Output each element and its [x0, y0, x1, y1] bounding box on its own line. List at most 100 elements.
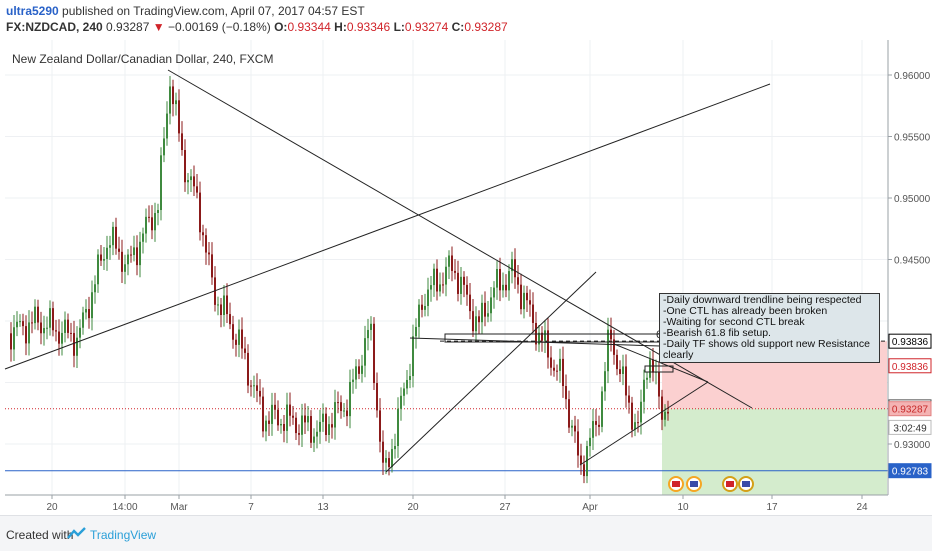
candle-up	[493, 287, 495, 298]
low-label: L:	[393, 20, 405, 34]
candle-up	[154, 213, 156, 231]
price-badge	[888, 358, 932, 374]
price-badge-label: 0.93836	[892, 362, 929, 373]
candle-up	[190, 176, 192, 181]
publish-text: published on TradingView.com, April 07, …	[62, 4, 365, 18]
price-badge-label: 0.93287	[892, 405, 929, 416]
candle-down	[472, 311, 474, 332]
candle-down	[232, 324, 234, 340]
candle-down	[193, 176, 195, 187]
candle-up	[448, 255, 450, 267]
candle-down	[421, 304, 423, 310]
candle-up	[364, 338, 366, 366]
candle-up	[508, 271, 510, 291]
candle-down	[244, 348, 246, 353]
candle-down	[463, 276, 465, 285]
candle-up	[91, 292, 93, 319]
price-chart[interactable]: 61.8 0.960000.955000.950000.945000.93000…	[0, 37, 932, 515]
candle-down	[478, 316, 480, 323]
candle-down	[526, 292, 528, 301]
candle-up	[34, 306, 36, 324]
x-tick-label: 10	[677, 502, 689, 513]
candle-down	[283, 423, 285, 431]
candle-down	[40, 322, 42, 334]
x-tick-label: 20	[46, 502, 58, 513]
price-badge-label: 0.93836	[892, 337, 929, 348]
risk-reward-zones	[662, 341, 887, 495]
x-tick-label: 13	[317, 502, 329, 513]
candle-down	[88, 309, 90, 319]
candle-up	[61, 332, 63, 344]
candle-down	[628, 395, 630, 403]
candle-up	[160, 155, 162, 211]
candle-up	[445, 266, 447, 285]
price-badge	[888, 333, 932, 349]
candle-up	[370, 323, 372, 330]
x-tick-label: 17	[766, 502, 778, 513]
candle-up	[316, 431, 318, 437]
price-badge	[888, 401, 932, 417]
candle-up	[343, 410, 345, 412]
candle-down	[31, 322, 33, 324]
candle-down	[73, 333, 75, 356]
candle-up	[103, 258, 105, 261]
candle-up	[127, 254, 129, 265]
candle-up	[586, 446, 588, 477]
y-tick-label: 0.93000	[894, 440, 931, 451]
candle-down	[565, 386, 567, 400]
candle-down	[637, 422, 639, 424]
tradingview-logo-icon[interactable]	[67, 526, 87, 540]
candle-up	[265, 420, 267, 432]
candle-up	[496, 268, 498, 288]
candle-up	[412, 336, 414, 377]
candle-down	[130, 254, 132, 256]
candle-up	[394, 445, 396, 450]
candle-down	[346, 410, 348, 417]
candle-up	[43, 328, 45, 334]
candle-up	[319, 421, 321, 432]
footer-bar: Created with TradingView	[0, 515, 932, 551]
candle-down	[241, 329, 243, 349]
candle-down	[373, 323, 375, 384]
candle-up	[490, 297, 492, 314]
candle-down	[616, 354, 618, 370]
candle-down	[553, 367, 555, 371]
candle-down	[247, 352, 249, 386]
candle-up	[604, 371, 606, 392]
candle-up	[664, 411, 666, 420]
candle-down	[598, 424, 600, 427]
candle-down	[556, 370, 558, 372]
author-name[interactable]: ultra5290	[6, 4, 59, 18]
candle-down	[289, 404, 291, 416]
candle-down	[25, 326, 27, 344]
candle-down	[331, 424, 333, 428]
candle-down	[184, 150, 186, 183]
price-badge-label: 0.92783	[892, 467, 929, 478]
candle-down	[118, 248, 120, 252]
candle-down	[136, 247, 138, 266]
trendline	[579, 381, 709, 466]
candle-up	[145, 216, 147, 234]
candle-down	[661, 396, 663, 420]
candle-up	[301, 415, 303, 435]
candle-down	[37, 306, 39, 323]
candle-up	[85, 309, 87, 313]
candle-up	[94, 284, 96, 293]
chart-area[interactable]: 61.8 0.960000.955000.950000.945000.93000…	[0, 37, 932, 515]
x-tick-label: 20	[407, 502, 419, 513]
candle-up	[400, 395, 402, 409]
event-flag-icon	[672, 481, 680, 487]
candle-up	[643, 379, 645, 402]
y-tick-label: 0.96000	[894, 71, 931, 82]
candle-up	[217, 304, 219, 306]
tradingview-brand[interactable]: TradingView	[90, 528, 157, 542]
candle-down	[337, 402, 339, 404]
candle-down	[451, 255, 453, 271]
note-line: -Bearish 61.8 fib setup.	[663, 327, 771, 339]
candle-down	[151, 217, 153, 231]
candle-down	[220, 304, 222, 316]
candle-down	[100, 254, 102, 261]
candle-up	[430, 285, 432, 290]
candle-down	[541, 332, 543, 341]
candle-down	[181, 133, 183, 151]
